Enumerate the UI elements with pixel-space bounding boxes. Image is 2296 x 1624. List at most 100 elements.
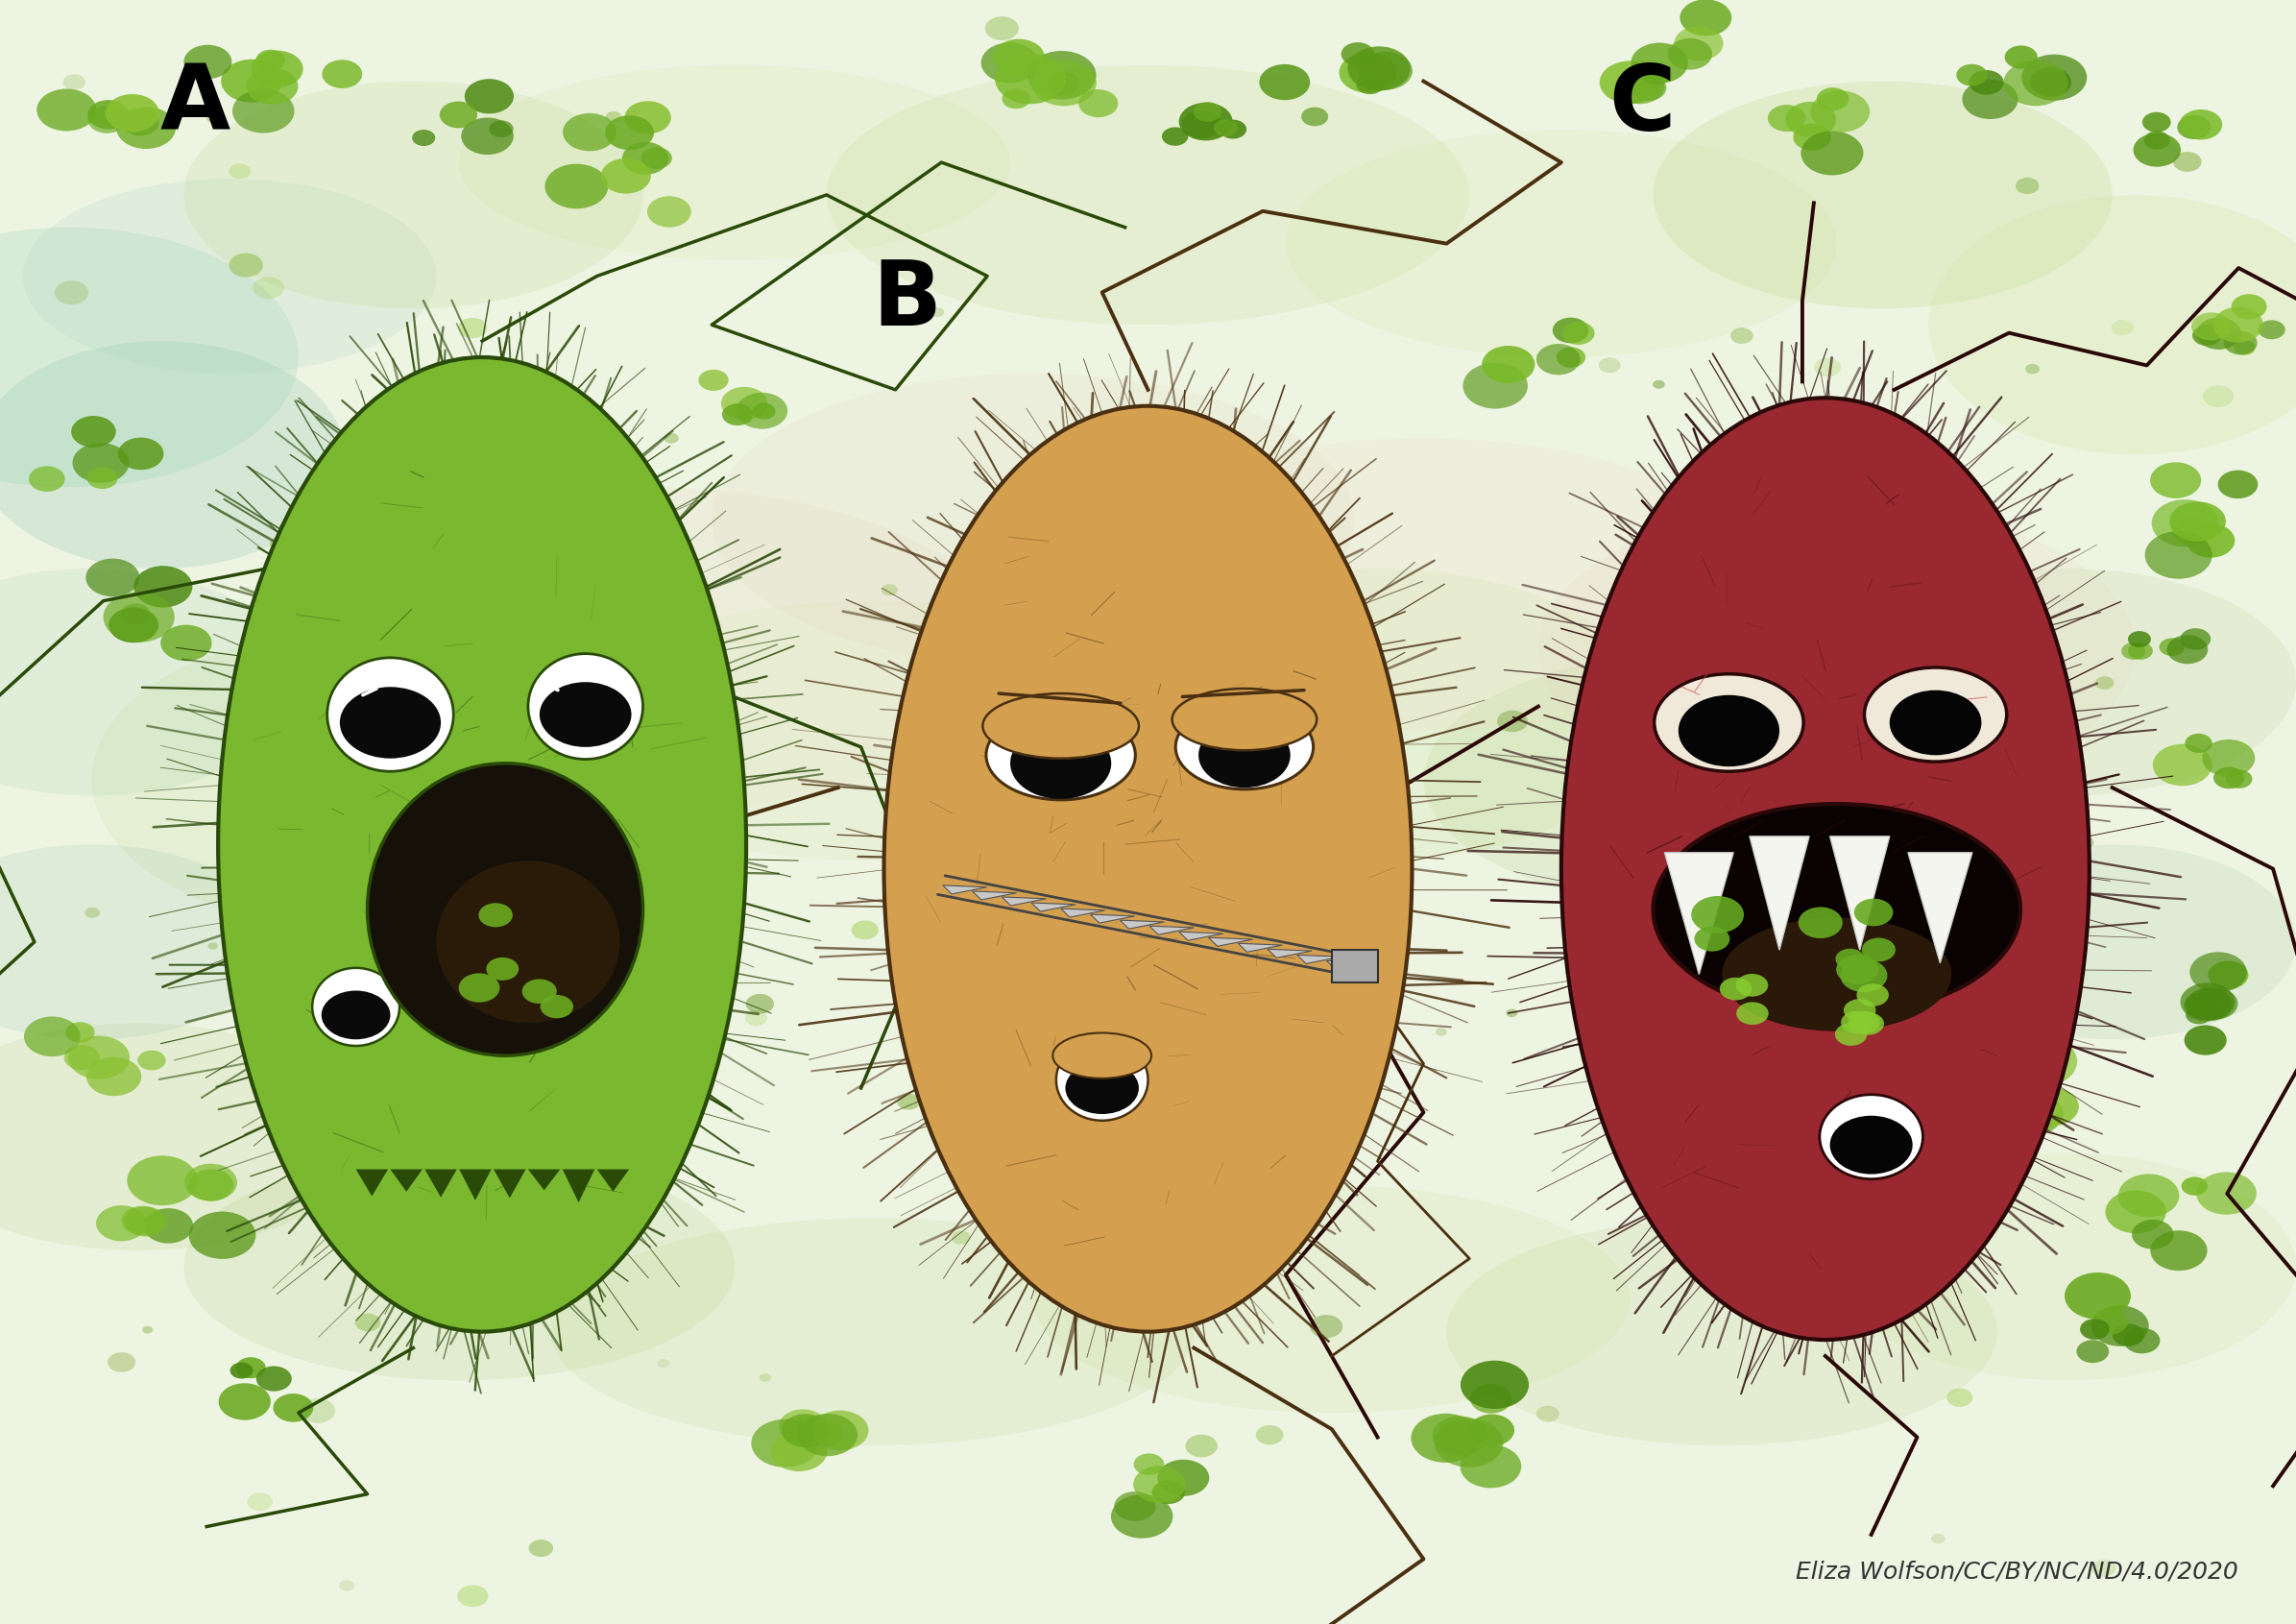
Circle shape (641, 148, 673, 169)
Circle shape (771, 1431, 827, 1471)
Circle shape (2030, 68, 2071, 97)
Circle shape (1026, 50, 1095, 99)
Polygon shape (1908, 853, 1972, 963)
Circle shape (1182, 110, 1221, 138)
Circle shape (737, 393, 788, 429)
Circle shape (122, 1207, 163, 1236)
Ellipse shape (0, 1023, 367, 1250)
Circle shape (2144, 132, 2170, 149)
Circle shape (1667, 39, 1713, 70)
Circle shape (1917, 559, 1947, 580)
Circle shape (255, 50, 285, 70)
Circle shape (2092, 1559, 2117, 1577)
Circle shape (487, 958, 519, 981)
Circle shape (602, 158, 650, 193)
Circle shape (413, 130, 436, 146)
Circle shape (1642, 867, 1655, 877)
Circle shape (544, 164, 608, 208)
Circle shape (87, 1057, 142, 1096)
Circle shape (1031, 60, 1097, 106)
Ellipse shape (1864, 667, 2007, 762)
Ellipse shape (1821, 1095, 1924, 1179)
Circle shape (1100, 814, 1137, 840)
Circle shape (1938, 1231, 1949, 1239)
Circle shape (30, 466, 64, 492)
Circle shape (1008, 1237, 1033, 1255)
Circle shape (1736, 1002, 1768, 1025)
Circle shape (664, 434, 680, 443)
Circle shape (622, 141, 668, 175)
Circle shape (1956, 63, 1988, 86)
Circle shape (1435, 1028, 1446, 1036)
Circle shape (657, 1359, 670, 1367)
Circle shape (1162, 127, 1189, 146)
Circle shape (797, 1413, 856, 1457)
Circle shape (1871, 591, 1901, 614)
Circle shape (521, 979, 558, 1004)
Circle shape (1111, 1494, 1173, 1538)
Circle shape (2167, 635, 2209, 664)
Circle shape (246, 68, 298, 104)
Circle shape (67, 1021, 94, 1043)
Circle shape (1993, 1085, 2050, 1125)
Circle shape (1157, 1460, 1210, 1496)
Circle shape (1153, 1481, 1185, 1504)
Circle shape (746, 994, 774, 1013)
Circle shape (269, 536, 292, 552)
Circle shape (1681, 0, 1731, 36)
Circle shape (273, 1393, 312, 1423)
Circle shape (1970, 70, 2004, 94)
Polygon shape (1180, 932, 1224, 940)
Circle shape (184, 45, 232, 80)
Circle shape (1844, 999, 1876, 1021)
Circle shape (721, 404, 753, 425)
Polygon shape (1665, 853, 1733, 974)
Ellipse shape (1837, 568, 2296, 796)
Polygon shape (974, 892, 1017, 900)
Circle shape (898, 1093, 921, 1109)
Circle shape (1435, 1419, 1504, 1466)
Circle shape (1302, 107, 1327, 127)
Ellipse shape (184, 1153, 735, 1380)
Ellipse shape (884, 406, 1412, 1332)
Circle shape (1201, 632, 1233, 654)
Circle shape (606, 115, 654, 149)
Circle shape (356, 492, 377, 507)
Circle shape (450, 1103, 480, 1125)
Circle shape (133, 565, 193, 607)
Polygon shape (944, 885, 987, 895)
Circle shape (1825, 986, 1841, 997)
Circle shape (588, 664, 599, 672)
Circle shape (71, 416, 115, 448)
Circle shape (606, 110, 622, 122)
Circle shape (1536, 344, 1580, 375)
Circle shape (439, 101, 478, 128)
Ellipse shape (1653, 674, 1805, 771)
Circle shape (23, 1017, 80, 1057)
Circle shape (69, 1036, 129, 1080)
Polygon shape (1091, 914, 1134, 922)
Circle shape (1460, 1361, 1529, 1410)
Circle shape (1694, 926, 1729, 952)
Polygon shape (1332, 950, 1378, 983)
Circle shape (1947, 1389, 1972, 1406)
Circle shape (540, 996, 574, 1018)
Ellipse shape (1079, 438, 1768, 731)
Circle shape (126, 1207, 168, 1236)
Circle shape (2004, 45, 2037, 68)
Ellipse shape (983, 693, 1139, 758)
Circle shape (1463, 362, 1527, 409)
Polygon shape (1238, 944, 1281, 952)
Circle shape (1010, 728, 1111, 799)
Circle shape (744, 1010, 767, 1026)
Circle shape (852, 921, 879, 940)
Circle shape (2142, 112, 2170, 132)
Circle shape (721, 387, 767, 421)
Ellipse shape (1561, 398, 2089, 1340)
Circle shape (117, 107, 177, 149)
Ellipse shape (1653, 804, 2020, 1015)
Circle shape (62, 75, 85, 91)
Circle shape (2076, 836, 2094, 849)
Circle shape (2004, 60, 2069, 106)
Ellipse shape (276, 487, 1010, 812)
